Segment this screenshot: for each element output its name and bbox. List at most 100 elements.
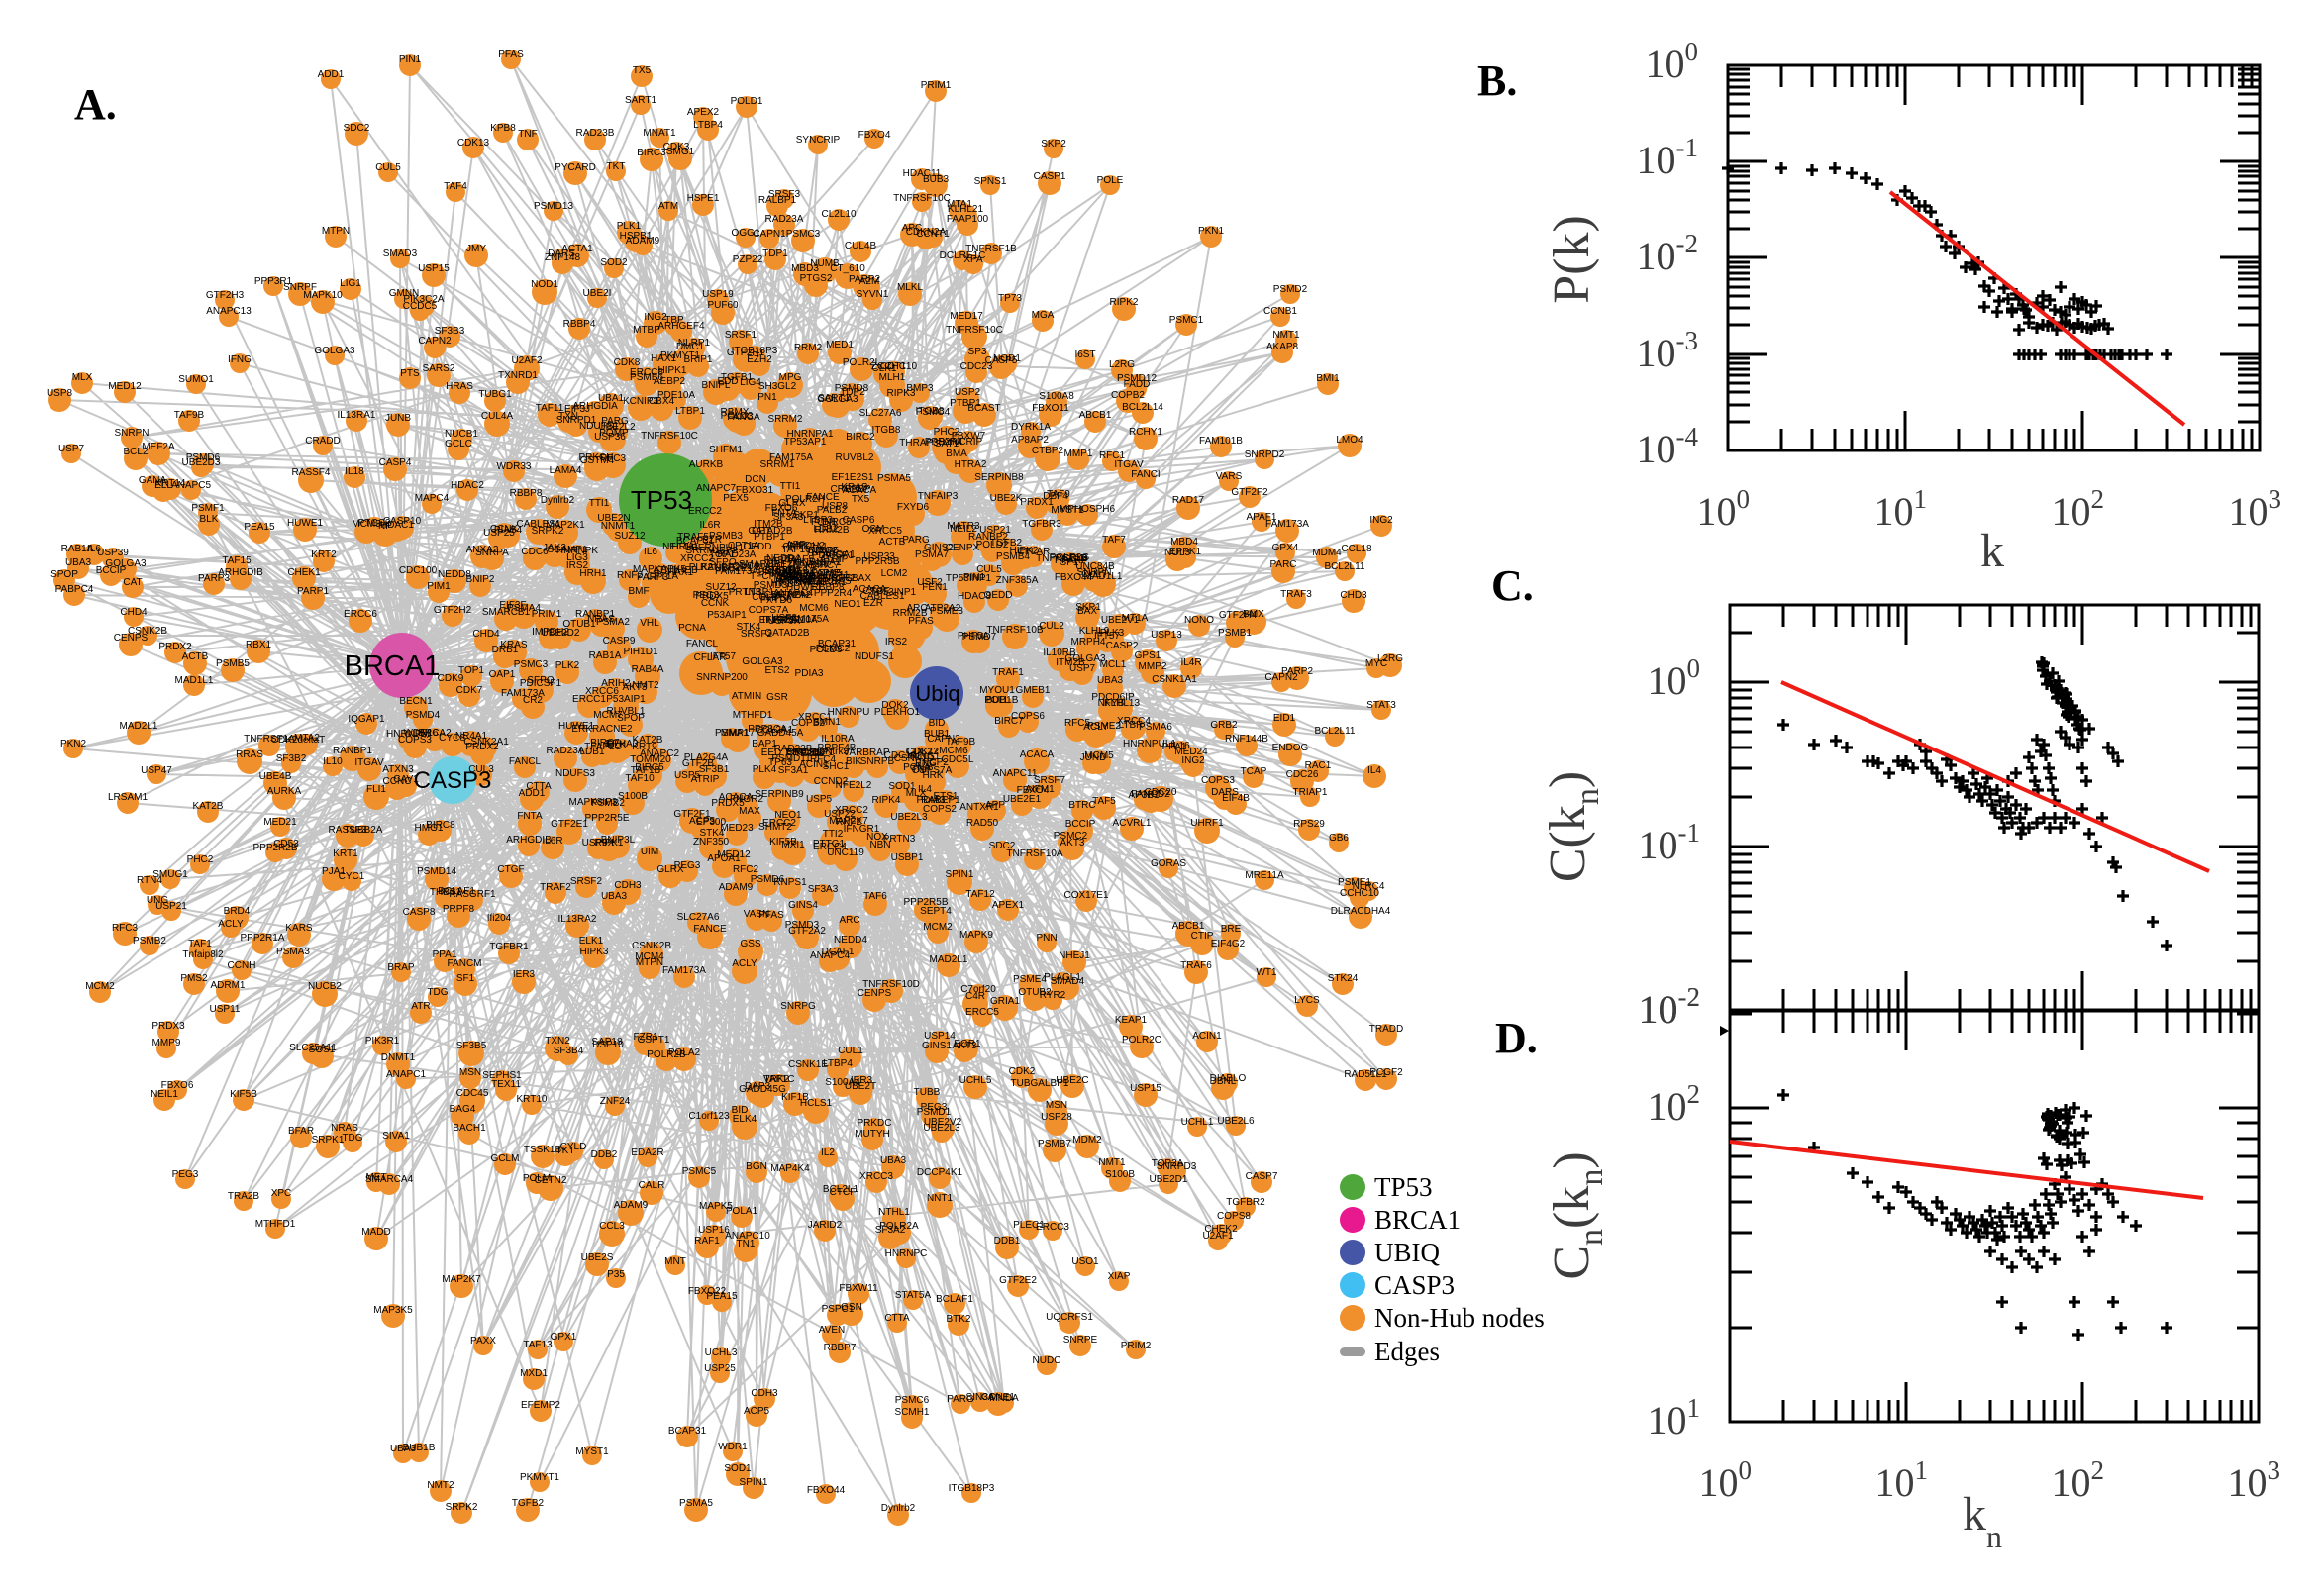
svg-text:HNRNPM: HNRNPM [386, 729, 430, 740]
svg-text:KIF1B: KIF1B [781, 1092, 809, 1103]
svg-text:NEO1: NEO1 [774, 810, 802, 821]
svg-text:XRCC2: XRCC2 [835, 805, 868, 816]
svg-text:PSME3: PSME3 [930, 606, 963, 617]
svg-text:RASGRF1: RASGRF1 [449, 889, 496, 900]
svg-text:TELO2: TELO2 [794, 748, 826, 759]
svg-text:PIM1: PIM1 [427, 581, 451, 592]
svg-text:RIPK3: RIPK3 [887, 388, 916, 399]
svg-text:CAPN2: CAPN2 [927, 734, 960, 745]
svg-text:HDAC8: HDAC8 [958, 591, 991, 602]
svg-text:D.: D. [1495, 1014, 1538, 1062]
svg-text:MCM7: MCM7 [593, 710, 623, 721]
svg-text:IL6: IL6 [644, 547, 657, 557]
svg-text:C1orf123: C1orf123 [688, 1111, 730, 1122]
svg-text:SF3B4: SF3B4 [554, 1046, 584, 1056]
svg-text:SART1: SART1 [625, 95, 656, 106]
svg-text:EFTUD2: EFTUD2 [786, 748, 825, 758]
svg-text:RAD23A: RAD23A [718, 549, 757, 560]
svg-text:MLKL: MLKL [897, 282, 924, 293]
svg-text:TAF4: TAF4 [444, 181, 467, 192]
svg-text:USP7: USP7 [58, 444, 85, 454]
svg-text:NP: NP [378, 521, 392, 532]
svg-text:PARP3: PARP3 [198, 573, 230, 584]
svg-text:UBIQ: UBIQ [1374, 1238, 1440, 1267]
svg-text:RBX1: RBX1 [246, 640, 272, 650]
svg-text:BRCA1: BRCA1 [345, 650, 441, 682]
svg-text:PMS2: PMS2 [180, 973, 208, 984]
svg-text:NOX: NOX [866, 832, 888, 843]
svg-text:TN1: TN1 [737, 1239, 756, 1249]
svg-text:PRIM2: PRIM2 [1121, 1341, 1152, 1351]
svg-text:TP63: TP63 [768, 757, 792, 768]
svg-text:ACACA: ACACA [843, 485, 877, 496]
svg-text:CYC1: CYC1 [339, 871, 365, 882]
svg-text:CTTA: CTTA [884, 1313, 910, 1324]
svg-text:SFPQ: SFPQ [527, 675, 554, 686]
svg-text:BCAP31: BCAP31 [818, 639, 857, 649]
svg-text:ERCC6: ERCC6 [344, 609, 377, 620]
svg-text:BTK2: BTK2 [946, 1314, 970, 1325]
svg-text:SRSF3: SRSF3 [768, 189, 801, 200]
svg-text:MAP2K7: MAP2K7 [442, 1274, 481, 1285]
svg-text:PSMB7: PSMB7 [1038, 1139, 1071, 1149]
svg-text:C.: C. [1491, 561, 1534, 610]
svg-text:XRCC5: XRCC5 [868, 526, 902, 537]
svg-text:KRT9: KRT9 [782, 566, 808, 577]
svg-text:SRRM2: SRRM2 [767, 414, 802, 425]
svg-text:CCL3: CCL3 [1062, 553, 1088, 564]
svg-text:POLR2C: POLR2C [1122, 1035, 1162, 1046]
svg-text:UBA1: UBA1 [598, 393, 625, 404]
svg-text:COX17E1: COX17E1 [1063, 890, 1108, 901]
svg-text:FANCL: FANCL [686, 639, 719, 649]
svg-text:VARS: VARS [1216, 471, 1243, 482]
svg-text:ATRIP: ATRIP [691, 774, 720, 785]
svg-text:IMPDH2: IMPDH2 [787, 541, 825, 551]
svg-text:CCNC: CCNC [383, 776, 412, 787]
svg-text:AP3B1: AP3B1 [1128, 790, 1160, 801]
svg-text:RIPK2: RIPK2 [1110, 297, 1139, 308]
svg-text:CDH3: CDH3 [751, 1388, 778, 1399]
svg-text:CYCS: CYCS [439, 733, 466, 744]
svg-text:CAT: CAT [123, 577, 142, 588]
svg-text:RAD23B: RAD23B [774, 744, 813, 754]
svg-text:SUMO1: SUMO1 [178, 374, 214, 385]
svg-text:SPNS1: SPNS1 [974, 176, 1007, 187]
svg-text:DCCP4K1: DCCP4K1 [917, 1167, 963, 1178]
svg-text:LTBP4: LTBP4 [823, 1058, 853, 1069]
svg-text:DOK2: DOK2 [881, 700, 909, 711]
svg-text:MED23: MED23 [720, 823, 754, 834]
svg-text:MRPH4: MRPH4 [1070, 637, 1105, 648]
svg-text:PEG3: PEG3 [921, 1102, 948, 1113]
svg-text:TKT: TKT [556, 1146, 575, 1156]
svg-text:CASP4: CASP4 [379, 457, 412, 468]
svg-text:IER3: IER3 [513, 969, 536, 980]
svg-text:ETS1: ETS1 [933, 791, 958, 802]
svg-text:RBBP7: RBBP7 [824, 1343, 857, 1353]
svg-text:RRAS: RRAS [236, 749, 263, 760]
svg-text:PARP3: PARP3 [637, 572, 668, 583]
svg-text:PZP22: PZP22 [733, 254, 763, 265]
svg-text:PSMC3: PSMC3 [514, 659, 549, 670]
svg-text:PN1: PN1 [758, 392, 777, 403]
svg-text:MCM6: MCM6 [799, 603, 829, 614]
svg-text:SNRPE: SNRPE [1063, 1335, 1098, 1346]
svg-text:PTS: PTS [400, 368, 420, 379]
svg-text:CSNK2A1: CSNK2A1 [463, 737, 509, 748]
svg-text:UCHL3: UCHL3 [705, 1347, 738, 1358]
svg-text:MATR3: MATR3 [947, 521, 980, 532]
svg-text:POLR2G: POLR2G [1050, 552, 1090, 563]
svg-text:PRDX5: PRDX5 [695, 591, 729, 602]
svg-text:CR2: CR2 [523, 695, 543, 706]
svg-text:USP9X: USP9X [768, 616, 801, 627]
svg-text:TXN: TXN [558, 411, 578, 422]
svg-text:SP3: SP3 [968, 347, 987, 357]
svg-text:HRH1: HRH1 [671, 542, 699, 552]
svg-text:MMP1: MMP1 [1064, 449, 1093, 459]
svg-text:PSMC5: PSMC5 [682, 1166, 717, 1177]
svg-text:ACTB: ACTB [879, 537, 906, 548]
svg-text:PLK2: PLK2 [556, 660, 580, 671]
svg-text:SEPT4: SEPT4 [920, 906, 952, 917]
svg-text:SRPK2: SRPK2 [446, 1502, 478, 1513]
svg-text:MDM2: MDM2 [1072, 1135, 1102, 1146]
svg-text:CD53: CD53 [273, 839, 299, 849]
